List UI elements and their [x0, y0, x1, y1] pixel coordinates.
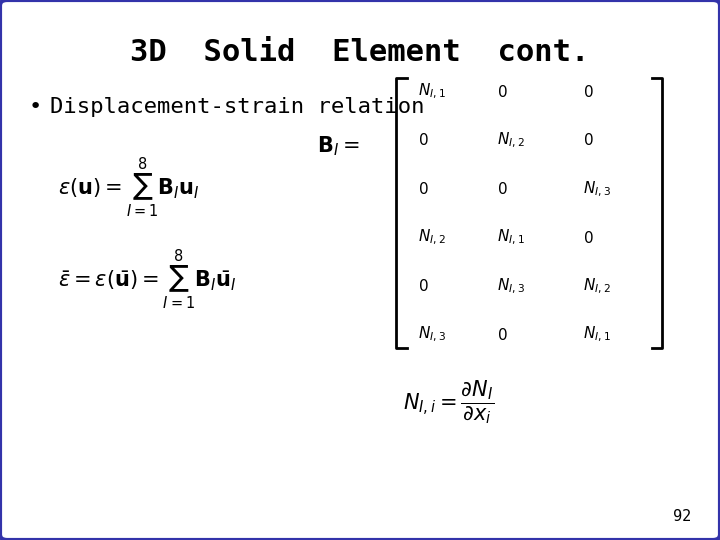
Text: $N_{I,2}$: $N_{I,2}$	[583, 276, 611, 296]
Text: 3D  Solid  Element  cont.: 3D Solid Element cont.	[130, 38, 590, 67]
Text: $N_{I,3}$: $N_{I,3}$	[418, 325, 446, 345]
Text: $\mathbf{B}_{I} = $: $\mathbf{B}_{I} = $	[317, 134, 359, 158]
Text: $0$: $0$	[497, 84, 508, 100]
Text: $N_{I,1}$: $N_{I,1}$	[583, 325, 611, 345]
Text: $N_{I,2}$: $N_{I,2}$	[497, 131, 524, 150]
Text: $0$: $0$	[418, 181, 428, 197]
Text: •: •	[29, 97, 42, 117]
Text: Displacement-strain relation: Displacement-strain relation	[50, 97, 425, 117]
Text: 92: 92	[673, 509, 691, 524]
Text: $N_{I,3}$: $N_{I,3}$	[497, 276, 525, 296]
Text: $N_{I,1}$: $N_{I,1}$	[497, 228, 525, 247]
Text: $N_{I,3}$: $N_{I,3}$	[583, 179, 611, 199]
Text: $N_{I,i} = \dfrac{\partial N_I}{\partial x_i}$: $N_{I,i} = \dfrac{\partial N_I}{\partial…	[403, 378, 494, 426]
Text: $0$: $0$	[418, 132, 428, 149]
Text: $N_{I,1}$: $N_{I,1}$	[418, 82, 446, 102]
Text: $0$: $0$	[418, 278, 428, 294]
Text: $0$: $0$	[583, 84, 594, 100]
Text: $N_{I,2}$: $N_{I,2}$	[418, 228, 445, 247]
Text: $0$: $0$	[497, 327, 508, 343]
Text: $\bar{\varepsilon} = \varepsilon(\bar{\mathbf{u}}) = \sum_{I=1}^{8}\mathbf{B}_{I: $\bar{\varepsilon} = \varepsilon(\bar{\m…	[58, 248, 236, 311]
Text: $0$: $0$	[497, 181, 508, 197]
Text: $\varepsilon(\mathbf{u}) = \sum_{I=1}^{8}\mathbf{B}_{I}\mathbf{u}_{I}$: $\varepsilon(\mathbf{u}) = \sum_{I=1}^{8…	[58, 157, 199, 219]
Text: $0$: $0$	[583, 230, 594, 246]
Text: $0$: $0$	[583, 132, 594, 149]
